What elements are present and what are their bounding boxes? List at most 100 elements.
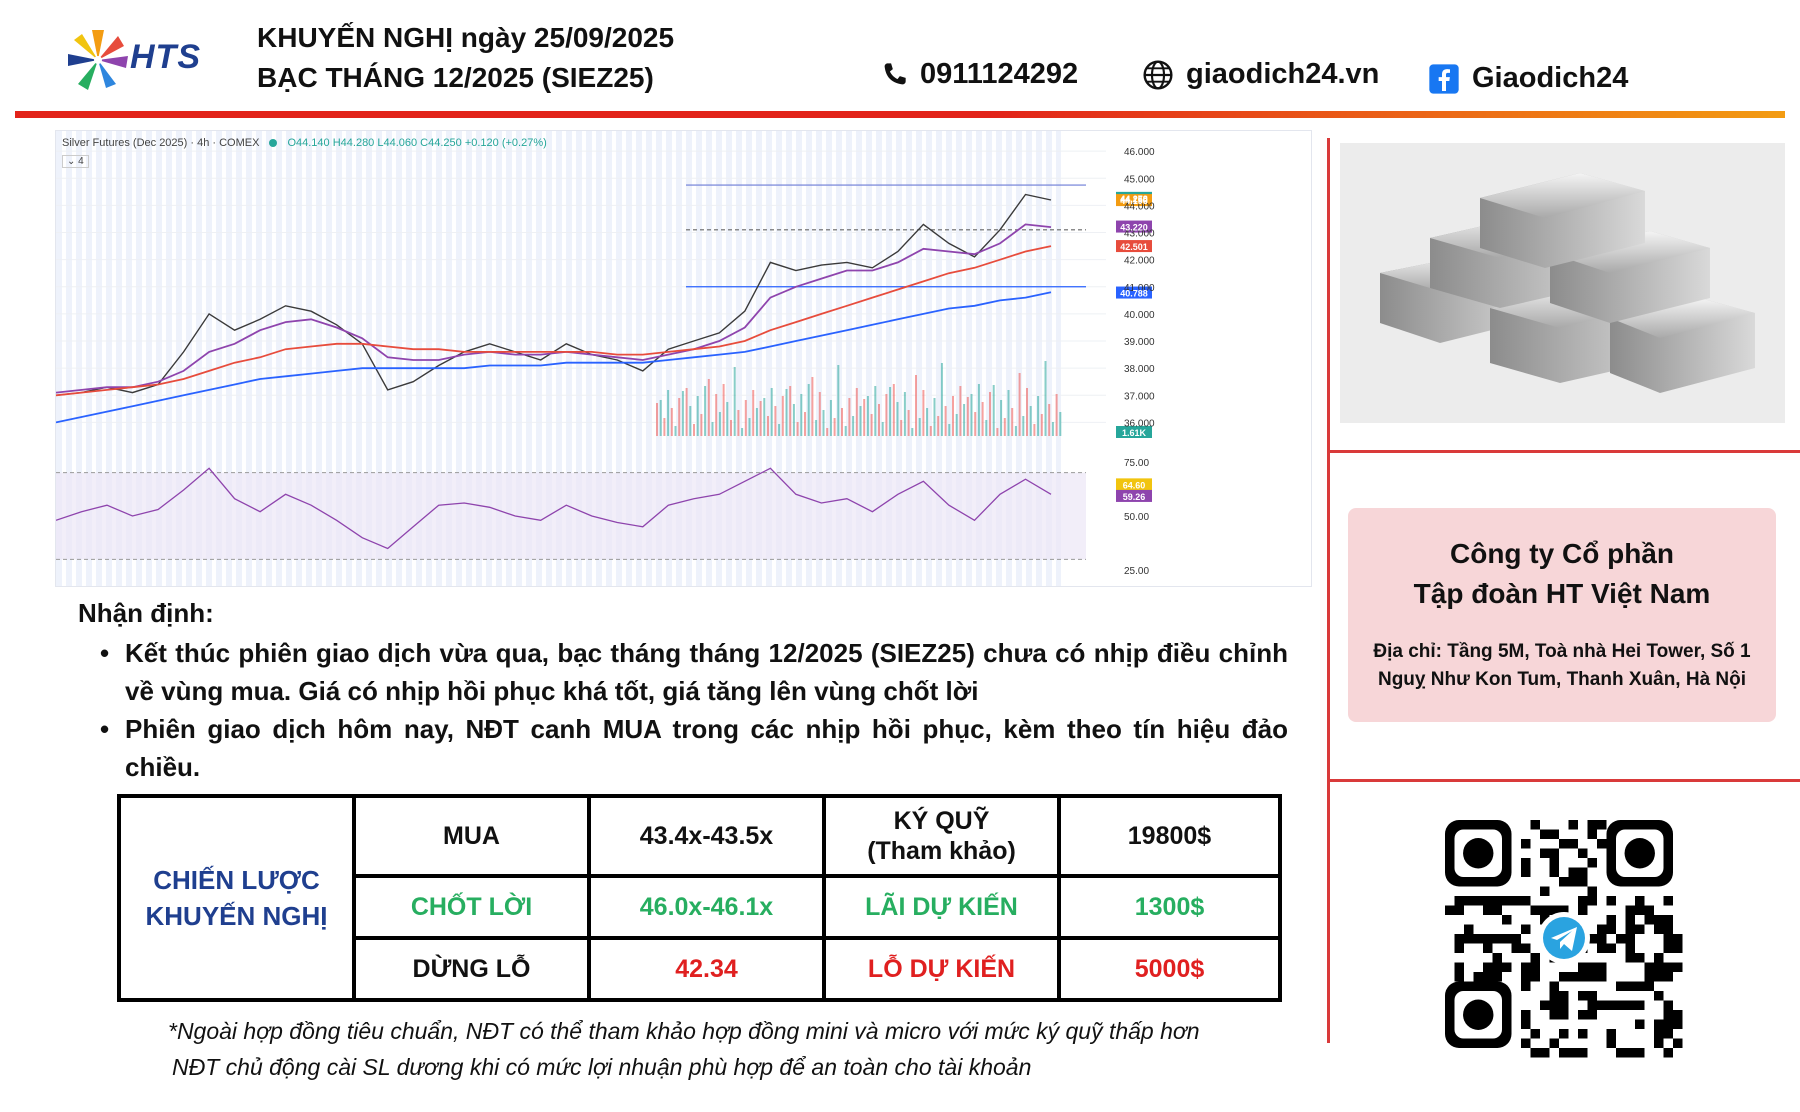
volume-bar [1014, 426, 1017, 436]
volume-bar [1048, 404, 1051, 436]
volume-bar [952, 396, 954, 436]
volume-bar [959, 386, 962, 436]
phone-contact[interactable]: 0911124292 [880, 58, 1078, 91]
volume-bar [981, 402, 984, 436]
qr-module [1635, 1000, 1645, 1010]
qr-module [1625, 905, 1635, 915]
qr-module [1568, 820, 1578, 830]
qr-module [1540, 848, 1550, 858]
telegram-icon [1543, 917, 1585, 959]
chart-symbol-label: Silver Futures (Dec 2025) · 4h · COMEX [62, 137, 260, 149]
volume-bar [711, 422, 714, 436]
qr-module [1663, 962, 1673, 972]
analysis-heading: Nhận định: [78, 598, 214, 628]
qr-module [1464, 896, 1474, 906]
margin-label-line1: KÝ QUỸ [893, 807, 990, 835]
volume-bar [774, 406, 777, 436]
qr-module [1606, 1038, 1616, 1048]
qr-module [1635, 896, 1645, 906]
volume-bar [1044, 361, 1047, 436]
status-dot-icon [269, 139, 278, 147]
qr-module [1578, 972, 1588, 982]
website-contact[interactable]: giaodich24.vn [1142, 58, 1379, 91]
qr-module [1473, 934, 1483, 944]
rsi-tick-label: 50.00 [1124, 512, 1149, 523]
volume-bar [892, 384, 895, 436]
qr-module [1635, 1019, 1645, 1029]
volume-bar [730, 420, 732, 436]
price-badge-label: 40.788 [1120, 289, 1148, 299]
qr-module [1663, 943, 1673, 953]
qr-module [1473, 972, 1483, 982]
take-profit-price: 46.0x-46.1x [587, 874, 826, 940]
volume-bar [829, 400, 832, 436]
indicator-toggle[interactable]: ⌄ 4 [62, 155, 89, 168]
telegram-qr-code[interactable] [1443, 818, 1685, 1058]
volume-bar [874, 386, 877, 436]
price-badge-label: 44.250 [1120, 195, 1148, 205]
qr-module [1616, 981, 1626, 991]
qr-module [1673, 1019, 1683, 1029]
volume-bar [1037, 396, 1040, 436]
rsi-line [56, 467, 1052, 550]
qr-module [1502, 896, 1512, 906]
volume-bar [763, 398, 766, 436]
qr-module [1597, 820, 1607, 830]
qr-module [1673, 1038, 1683, 1048]
qr-module [1597, 1000, 1607, 1010]
volume-bar [685, 388, 688, 436]
qr-module [1673, 1010, 1683, 1020]
expected-profit-label: LÃI DỰ KIẾN [822, 874, 1061, 940]
facebook-contact[interactable]: Giaodich24 [1428, 62, 1628, 95]
qr-module [1454, 943, 1464, 953]
volume-bar [963, 404, 966, 436]
volume-bar [696, 396, 699, 436]
qr-module [1578, 1048, 1588, 1058]
volume-bar [1051, 422, 1054, 436]
qr-module [1587, 886, 1597, 896]
qr-module [1483, 934, 1493, 944]
qr-module [1673, 934, 1683, 944]
qr-finder-center [1624, 838, 1655, 869]
qr-module [1606, 924, 1616, 934]
price-chart: 46.000 45.000 44.000 43.000 42.000 41.000 40.0… [55, 130, 1312, 587]
volume-bar [870, 414, 873, 436]
qr-module [1654, 962, 1664, 972]
qr-module [1663, 924, 1673, 934]
price-tick-label: 37.000 [1124, 391, 1155, 402]
volume-bar [792, 404, 795, 436]
expected-loss-amount: 5000$ [1057, 936, 1282, 1002]
qr-module [1606, 943, 1616, 953]
volume-bar [866, 396, 869, 436]
qr-module [1530, 820, 1540, 830]
price-tick-label: 40.000 [1124, 310, 1155, 321]
qr-module [1625, 1048, 1635, 1058]
price-badge [1116, 286, 1152, 299]
rsi-band [56, 472, 1086, 560]
qr-module [1663, 1010, 1673, 1020]
qr-module [1521, 962, 1531, 972]
qr-module [1578, 991, 1588, 1001]
qr-module [1559, 905, 1569, 915]
buy-price: 43.4x-43.5x [587, 794, 826, 878]
volume-bar [1055, 394, 1058, 436]
volume-bar [841, 408, 843, 436]
strategy-label-line2: KHUYẾN NGHỊ [145, 901, 328, 931]
qr-module [1521, 896, 1531, 906]
qr-module [1578, 1029, 1588, 1039]
volume-bar [1040, 414, 1043, 436]
rsi-tick-label: 25.00 [1124, 566, 1149, 577]
price-badge-label: 42.501 [1120, 242, 1148, 252]
qr-finder-center [1463, 999, 1494, 1030]
qr-module [1644, 972, 1654, 982]
chart-legend: Silver Futures (Dec 2025) · 4h · COMEX O… [62, 137, 547, 149]
qr-module [1492, 953, 1502, 963]
volume-bar [944, 406, 947, 436]
volume-bar [737, 410, 740, 436]
volume-bar [970, 394, 973, 436]
volume-bar [1026, 388, 1028, 436]
qr-module [1549, 991, 1559, 1001]
price-badge [1116, 220, 1152, 233]
brand-name: HTS [130, 38, 201, 76]
margin-amount: 19800$ [1057, 794, 1282, 878]
